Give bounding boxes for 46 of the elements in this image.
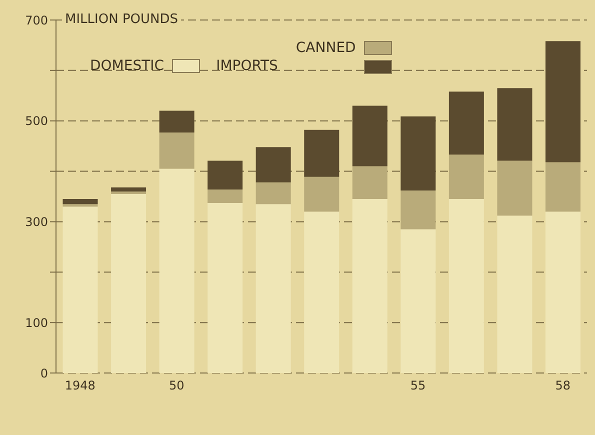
bar (497, 216, 532, 373)
bar (256, 204, 291, 373)
y-tick-label: 300 (25, 214, 48, 229)
bar (545, 212, 580, 373)
bar (545, 41, 580, 162)
bar (111, 187, 146, 192)
x-tick-label: 50 (169, 378, 184, 393)
legend-label: DOMESTIC (90, 58, 166, 74)
bar (497, 160, 532, 216)
bar (400, 229, 436, 373)
bar (352, 106, 388, 166)
bar (159, 132, 194, 169)
bar (159, 168, 194, 373)
y-axis-title: MILLION POUNDS (62, 12, 182, 27)
bar (111, 194, 146, 373)
bar (304, 176, 340, 212)
bar (448, 154, 484, 200)
bar (352, 166, 388, 200)
x-tick-label: 58 (555, 378, 571, 393)
bar (400, 116, 436, 190)
bar (352, 199, 388, 373)
bar (208, 203, 243, 373)
bar (62, 206, 98, 373)
x-tick-label: 1948 (64, 378, 96, 393)
legend-title: IMPORTS (216, 58, 278, 74)
bar (256, 182, 291, 204)
x-tick-label: 55 (410, 378, 426, 393)
bar (208, 160, 243, 190)
legend-label: CANNED (296, 40, 357, 56)
y-tick-label: 100 (25, 316, 48, 330)
bar (159, 110, 194, 132)
bar (62, 204, 98, 207)
bar (497, 88, 532, 161)
bar (545, 162, 580, 212)
bar (448, 199, 484, 373)
bar (256, 147, 291, 182)
y-tick-label: 700 (25, 13, 48, 28)
bar (448, 92, 484, 155)
bar (304, 130, 340, 177)
bar (304, 212, 340, 373)
bar (400, 190, 436, 230)
bar (208, 189, 243, 204)
y-tick-label: 0 (40, 366, 48, 380)
y-tick-label: 500 (25, 114, 48, 128)
bar (111, 191, 146, 194)
bar (62, 199, 98, 204)
